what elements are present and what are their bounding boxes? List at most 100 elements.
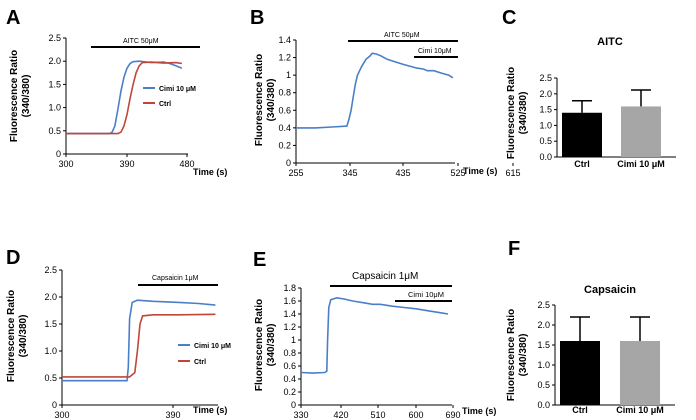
a-y-tick-label: 0.5: [48, 126, 61, 136]
a-y-tick-label: 1.0: [48, 103, 61, 113]
f-y-axis-label-line: (340/380): [518, 334, 529, 377]
d-series-line-blue: [62, 299, 216, 382]
e-x-tick-label: 600: [408, 410, 423, 420]
b-y-tick-label: 1.4: [278, 35, 291, 45]
d-stimulus-label: Capsaicin 1μM: [152, 275, 199, 282]
e-y-axis-label: Fluorescence Ratio(340/380): [254, 299, 277, 391]
b-x-axis-label: Time (s): [463, 166, 497, 176]
f-y-axis-label: Fluorescence Ratio(340/380): [506, 309, 529, 401]
b-stimulus-label: Cimi 10μM: [418, 48, 452, 55]
panel-letter-e: E: [253, 249, 266, 271]
b-y-tick-label: 0: [286, 158, 291, 168]
b-y-tick-label: 1: [286, 70, 291, 80]
a-y-axis-label: Fluorescence Ratio(340/380): [9, 50, 32, 142]
e-x-tick-label: 330: [293, 410, 308, 420]
a-y-tick-label: 2.0: [48, 56, 61, 66]
e-x-tick-label: 420: [333, 410, 348, 420]
d-y-tick-label: 1.0: [44, 346, 57, 356]
b-x-tick-label: 345: [342, 168, 357, 178]
panel-letter-c: C: [502, 7, 516, 29]
d-series-line-red: [62, 313, 216, 378]
panel-letter-a: A: [6, 7, 20, 29]
panel-f: F Capsaicin 0.0 0.5 1.0 1.5 2.0 2.5 Fluorescenc…: [506, 238, 675, 415]
e-y-tick-label: 0.6: [283, 361, 296, 371]
e-y-tick-label: 0.8: [283, 348, 296, 358]
e-y-tick-label: 0.4: [283, 374, 296, 384]
b-series-line-blue: [296, 52, 454, 129]
e-x-tick-label: 510: [370, 410, 385, 420]
b-y-axis-label-line: (340/380): [266, 79, 277, 122]
a-y-tick-label: 2.5: [48, 33, 61, 43]
e-y-tick-label: 1.4: [283, 309, 296, 319]
d-y-tick-label: 2.5: [44, 265, 57, 275]
a-legend-label: Cimi 10 μM: [159, 86, 196, 93]
a-y-tick-label: 0: [56, 149, 61, 159]
c-y-axis-label-line: (340/380): [518, 92, 529, 135]
a-stimulus-label: AITC 50μM: [123, 38, 159, 45]
f-y-tick-label: 2.5: [537, 300, 550, 310]
e-y-axis-label-line: (340/380): [266, 324, 277, 367]
panel-e: E 0 0.2 0.4 0.6 0.8 1 1.2 1.4 1.6 1.8 330 420 510 600…: [253, 249, 496, 420]
c-y-axis-label-line: Fluorescence Ratio: [506, 67, 517, 159]
c-category-label: Ctrl: [574, 159, 590, 169]
c-y-tick-label: 1.5: [539, 105, 552, 115]
b-x-tick-label: 435: [395, 168, 410, 178]
f-category-label: Ctrl: [572, 405, 588, 415]
a-series-line-red: [66, 61, 183, 135]
b-y-tick-label: 0.2: [278, 140, 291, 150]
f-category-label: Cimi 10 μM: [616, 405, 664, 415]
a-x-axis-label: Time (s): [193, 167, 227, 177]
b-stimulus-label: AITC 50μM: [384, 32, 420, 39]
panel-c: C AITC 0.0 0.5 1.0 1.5 2.0 2.5 Fluorescence Rat…: [502, 7, 676, 169]
e-x-tick-label: 690: [445, 410, 460, 420]
b-y-tick-label: 1.2: [278, 53, 291, 63]
d-y-axis-label-line: Fluorescence Ratio: [6, 290, 17, 382]
d-legend-label: Cimi 10 μM: [194, 343, 231, 350]
a-x-tick-label: 390: [119, 159, 134, 169]
f-bar-cimi: [620, 341, 660, 405]
e-y-tick-label: 1.8: [283, 283, 296, 293]
d-legend-label: Ctrl: [194, 359, 206, 366]
d-x-axis-label: Time (s): [193, 405, 227, 415]
c-y-tick-label: 2.5: [539, 73, 552, 83]
d-y-axis-label-line: (340/380): [18, 315, 29, 358]
b-x-tick-label: 615: [505, 168, 520, 178]
f-y-tick-label: 1.5: [537, 340, 550, 350]
b-y-axis-label-line: Fluorescence Ratio: [254, 54, 265, 146]
b-x-tick-label: 255: [288, 168, 303, 178]
b-y-tick-label: 0.6: [278, 105, 291, 115]
d-y-tick-label: 0.5: [44, 373, 57, 383]
b-y-axis-label: Fluorescence Ratio(340/380): [254, 54, 277, 146]
panel-b: B 0 0.2 0.4 0.6 0.8 1 1.2 1.4 255 345 435 525 615 Tim…: [250, 7, 521, 178]
f-y-tick-label: 2.0: [537, 320, 550, 330]
d-x-tick-label: 300: [54, 410, 69, 420]
c-y-tick-label: 0.0: [539, 152, 552, 162]
d-y-tick-label: 0: [52, 400, 57, 410]
d-x-tick-label: 390: [165, 410, 180, 420]
f-y-tick-label: 1.0: [537, 360, 550, 370]
d-y-tick-label: 1.5: [44, 319, 57, 329]
c-bar-ctrl: [562, 112, 602, 157]
f-y-tick-label: 0.5: [537, 380, 550, 390]
a-y-axis-label-line: Fluorescence Ratio: [9, 50, 20, 142]
c-y-tick-label: 0.5: [539, 136, 552, 146]
e-x-axis-label: Time (s): [462, 406, 496, 416]
d-y-tick-label: 2.0: [44, 292, 57, 302]
e-y-axis-label-line: Fluorescence Ratio: [254, 299, 265, 391]
a-x-tick-label: 300: [58, 159, 73, 169]
a-y-tick-label: 1.5: [48, 79, 61, 89]
c-y-axis-label: Fluorescence Ratio(340/380): [506, 67, 529, 159]
a-y-axis-label-line: (340/380): [21, 75, 32, 118]
c-bar-cimi: [621, 106, 661, 157]
e-y-tick-label: 1.2: [283, 322, 296, 332]
c-category-label: Cimi 10 μM: [617, 159, 665, 169]
e-series-line-blue: [300, 296, 449, 374]
c-chart-title: AITC: [597, 36, 623, 48]
e-y-tick-label: 1.6: [283, 296, 296, 306]
a-x-tick-label: 480: [179, 159, 194, 169]
e-stimulus-label: Cimi 10μM: [408, 290, 444, 299]
e-y-tick-label: 0: [291, 400, 296, 410]
d-y-axis-label: Fluorescence Ratio(340/380): [6, 290, 29, 382]
